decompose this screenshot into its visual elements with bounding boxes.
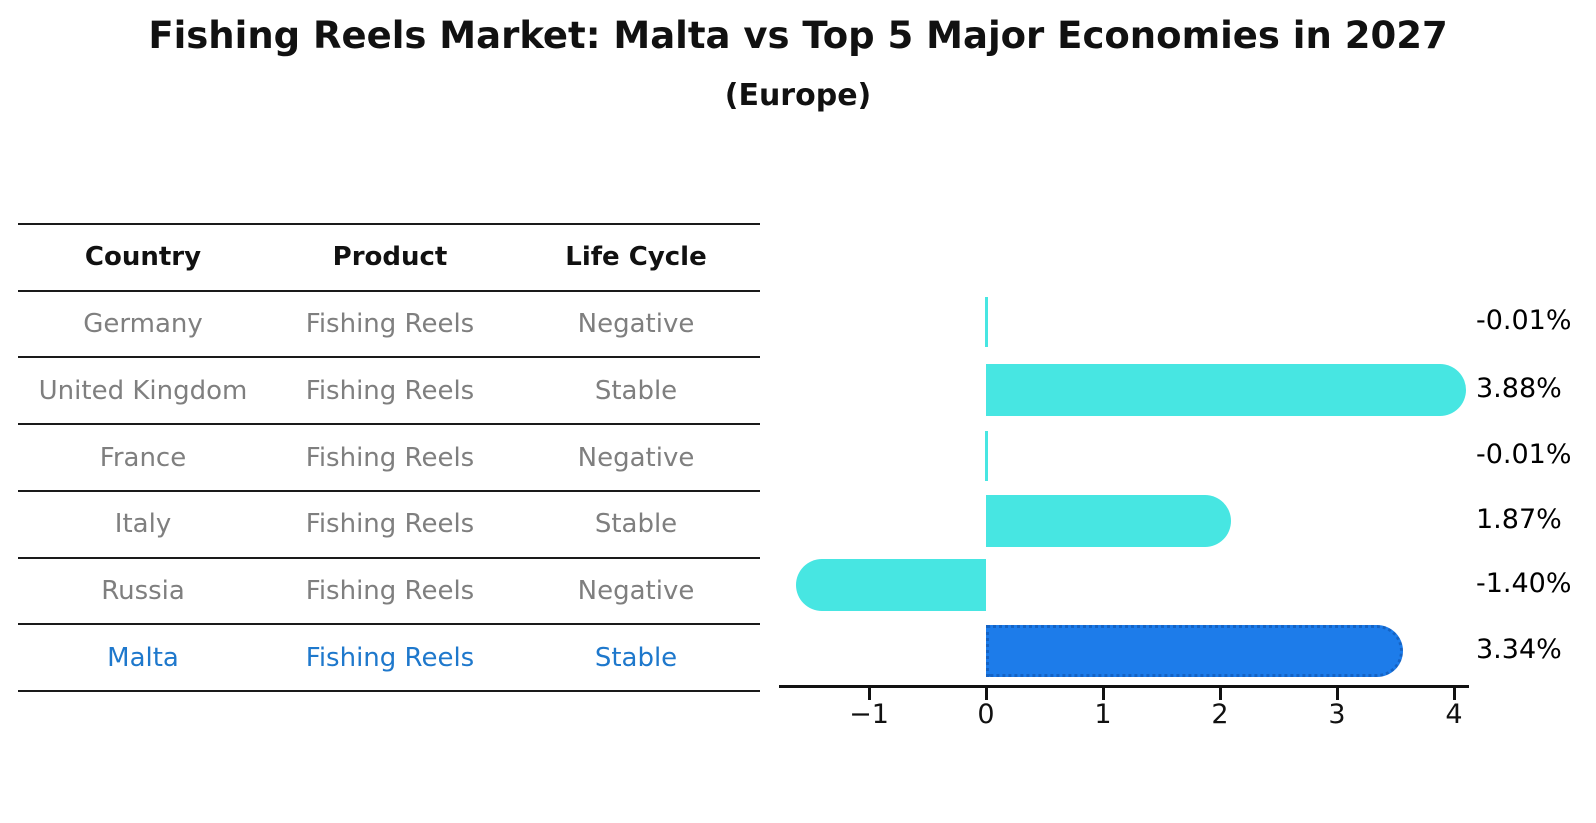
bar-value-label: 3.88%	[1476, 373, 1562, 404]
bar	[984, 297, 988, 347]
bar-value-label: -1.40%	[1476, 568, 1572, 599]
table-row: Russia Fishing Reels Negative	[18, 556, 760, 624]
cell-life-cycle: Negative	[577, 309, 695, 340]
x-axis-tick-label: −1	[849, 699, 889, 730]
x-axis-line	[779, 685, 1469, 688]
x-axis-tick	[984, 688, 988, 700]
cell-life-cycle: Stable	[594, 375, 678, 406]
table-row: Germany Fishing Reels Negative	[18, 289, 760, 357]
country-table: Country Product Life Cycle Germany Fishi…	[18, 223, 760, 692]
bar-value-label: -0.01%	[1476, 439, 1572, 470]
column-header-country: Country	[84, 242, 202, 273]
cell-country: Malta	[107, 642, 179, 673]
table-row: Italy Fishing Reels Stable	[18, 489, 760, 557]
table-row: Malta Fishing Reels Stable	[18, 623, 760, 690]
cell-life-cycle: Negative	[577, 575, 695, 606]
x-axis-tick	[1335, 688, 1339, 700]
x-axis-tick-label: 1	[1094, 699, 1112, 730]
x-axis-tick-label: 2	[1211, 699, 1229, 730]
column-header-life-cycle: Life Cycle	[565, 242, 707, 273]
bar	[796, 559, 986, 611]
chart-title: Fishing Reels Market: Malta vs Top 5 Maj…	[148, 14, 1448, 57]
table-row: France Fishing Reels Negative	[18, 423, 760, 490]
bar	[986, 495, 1231, 547]
chart-subtitle: (Europe)	[724, 78, 872, 113]
cell-country: France	[99, 442, 187, 473]
x-axis-tick-label: 0	[977, 699, 995, 730]
x-axis-tick-label: 3	[1328, 699, 1346, 730]
bar-value-label: -0.01%	[1476, 305, 1572, 336]
cell-life-cycle: Negative	[577, 442, 695, 473]
x-axis-tick	[1218, 688, 1222, 700]
cell-product: Fishing Reels	[305, 642, 475, 673]
cell-country: United Kingdom	[38, 375, 248, 406]
cell-product: Fishing Reels	[305, 509, 475, 540]
cell-country: Italy	[114, 509, 172, 540]
bar-value-label: 1.87%	[1476, 504, 1562, 535]
bar	[986, 364, 1466, 416]
cell-life-cycle: Stable	[594, 509, 678, 540]
cell-country: Russia	[101, 575, 185, 606]
bar	[984, 431, 988, 481]
cell-product: Fishing Reels	[305, 309, 475, 340]
cell-life-cycle: Stable	[594, 642, 678, 673]
x-axis-tick-label: 4	[1445, 699, 1463, 730]
table-header-row: Country Product Life Cycle	[18, 223, 760, 290]
x-axis-tick	[1101, 688, 1105, 700]
cell-country: Germany	[83, 309, 203, 340]
cell-product: Fishing Reels	[305, 375, 475, 406]
cell-product: Fishing Reels	[305, 442, 475, 473]
bar-value-label: 3.34%	[1476, 634, 1562, 665]
column-header-product: Product	[332, 242, 448, 273]
x-axis-tick	[1452, 688, 1456, 700]
x-axis-tick	[867, 688, 871, 700]
bar-highlight-malta	[986, 625, 1403, 677]
table-row: United Kingdom Fishing Reels Stable	[18, 356, 760, 423]
cell-product: Fishing Reels	[305, 575, 475, 606]
